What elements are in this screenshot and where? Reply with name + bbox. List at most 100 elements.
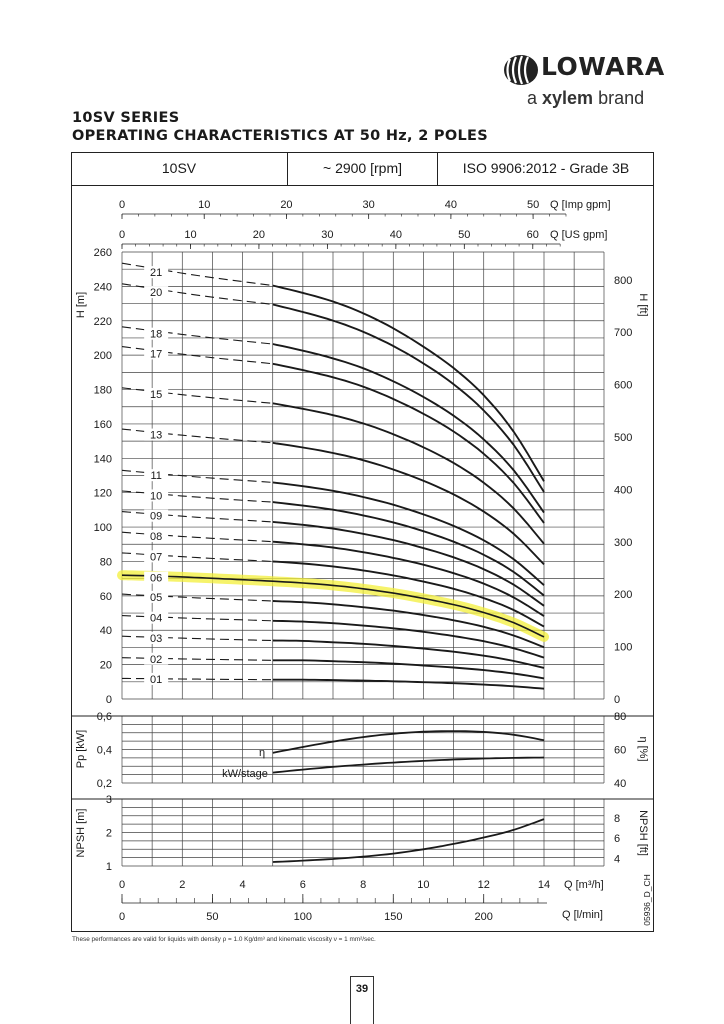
stage-label-bg — [144, 530, 169, 543]
x-tick-label: 12 — [478, 879, 490, 891]
stage-curve-07 — [272, 560, 545, 628]
npsh-y-label: NPSH [m] — [75, 809, 87, 858]
head-y-tick: 240 — [94, 281, 112, 293]
imp-gpm-axis — [121, 213, 567, 219]
stage-curve-dashed — [121, 469, 273, 483]
efficiency-label: η — [259, 747, 265, 759]
npsh-ft-tick: 4 — [614, 854, 620, 866]
head-y-tick: 80 — [100, 556, 112, 568]
top-tick-label: 10 — [184, 229, 196, 241]
stage-curve-10 — [272, 501, 545, 597]
stage-curve-dashed — [121, 346, 273, 365]
npsh-curve — [272, 818, 545, 863]
stage-label-bg — [144, 428, 169, 441]
page-number: 39 — [355, 983, 369, 995]
top-tick-label: 0 — [119, 229, 125, 241]
lowara-logo-icon — [504, 55, 538, 85]
power-grid — [121, 715, 605, 784]
head-ft-tick: 400 — [614, 484, 632, 496]
top-tick-label: 50 — [527, 199, 539, 211]
stage-label: 11 — [150, 470, 161, 482]
stage-label: 03 — [150, 633, 162, 645]
head-y-tick: 20 — [100, 660, 112, 672]
head-ft-tick: 0 — [614, 694, 620, 706]
series-title: 10SV SERIES — [72, 110, 180, 126]
top-tick-label: 20 — [280, 199, 292, 211]
chart-frame — [71, 152, 654, 932]
lmin-tick-label: 100 — [294, 911, 312, 923]
head-y-tick: 100 — [94, 522, 112, 534]
head-y-tick: 260 — [94, 247, 112, 259]
stage-curve-18 — [272, 343, 545, 514]
stage-label-bg — [144, 347, 169, 360]
header-speed: ~ 2900 [rpm] — [288, 152, 438, 185]
npsh-y-tick: 2 — [106, 828, 112, 840]
stage-label-bg — [144, 590, 169, 603]
stage-curve-dashed — [121, 635, 273, 642]
stage-label: 04 — [150, 613, 162, 625]
head-ft-label: H [ft] — [637, 293, 649, 316]
x-axis-label: Q [m³/h] — [564, 879, 604, 891]
stage-curve-02 — [272, 659, 545, 680]
x-tick-label: 2 — [179, 879, 185, 891]
header-divider — [71, 185, 654, 186]
chart-header: 10SV ~ 2900 [rpm] ISO 9906:2012 - Grade … — [71, 152, 654, 185]
stage-curve-05 — [272, 600, 545, 649]
header-standard: ISO 9906:2012 - Grade 3B — [462, 160, 630, 176]
x-tick-label: 10 — [417, 879, 429, 891]
stage-label: 21 — [150, 267, 162, 279]
eff-y-tick: 40 — [614, 778, 626, 790]
stage-curve-11 — [272, 481, 545, 586]
brand-logo: LOWARA a xylem brand — [503, 52, 664, 112]
lmin-tick-label: 0 — [119, 911, 125, 923]
stage-label: 15 — [150, 389, 162, 401]
power-y-tick: 0,6 — [97, 711, 112, 723]
stage-label-bg — [144, 631, 169, 644]
head-y-tick: 160 — [94, 419, 112, 431]
stage-curve-dashed — [121, 262, 273, 287]
head-ft-tick: 700 — [614, 327, 632, 339]
top-axis-label: Q [US gpm] — [550, 229, 607, 241]
head-y-tick: 60 — [100, 591, 112, 603]
stage-curve-15 — [272, 402, 545, 545]
stage-label-bg — [144, 509, 169, 522]
top-tick-label: 10 — [198, 199, 210, 211]
stage-label-bg — [144, 571, 169, 584]
stage-label: 09 — [150, 511, 162, 523]
stage-label-bg — [144, 266, 169, 279]
top-tick-label: 40 — [445, 199, 457, 211]
stage-curve-20 — [272, 303, 545, 493]
eff-y-label: η [%] — [637, 736, 649, 761]
npsh-ft-label: NPSH [ft] — [637, 810, 649, 856]
lmin-axis — [121, 894, 548, 904]
head-ft-tick: 800 — [614, 275, 632, 287]
header-model: 10SV — [71, 152, 288, 185]
stage-curve-04 — [272, 619, 545, 659]
lmin-tick-label: 50 — [206, 911, 218, 923]
stage-label: 05 — [150, 592, 162, 604]
top-tick-label: 30 — [321, 229, 333, 241]
head-y-tick: 140 — [94, 453, 112, 465]
eff-y-tick: 60 — [614, 745, 626, 757]
stage-label-bg — [144, 550, 169, 563]
head-ft-tick: 100 — [614, 642, 632, 654]
stage-curve-dashed — [121, 615, 273, 622]
x-tick-label: 14 — [538, 879, 550, 891]
stage-label-bg — [144, 652, 169, 665]
stage-curve-dashed — [121, 283, 273, 305]
npsh-y-tick: 3 — [106, 794, 112, 806]
stage-curve-03 — [272, 639, 545, 669]
stage-label: 02 — [150, 654, 162, 666]
stage-curve-dashed — [121, 677, 273, 681]
stage-curve-dashed — [121, 490, 273, 503]
head-ft-tick: 600 — [614, 380, 632, 392]
stage-curve-dashed — [121, 428, 273, 444]
stage-curve-dashed — [121, 387, 273, 404]
stage-label: 13 — [150, 430, 162, 442]
brand-name: LOWARA — [541, 52, 665, 81]
top-tick-label: 0 — [119, 199, 125, 211]
top-tick-label: 50 — [458, 229, 470, 241]
top-tick-label: 30 — [363, 199, 375, 211]
npsh-ft-tick: 8 — [614, 813, 620, 825]
stage-curve-dashed — [121, 531, 273, 543]
